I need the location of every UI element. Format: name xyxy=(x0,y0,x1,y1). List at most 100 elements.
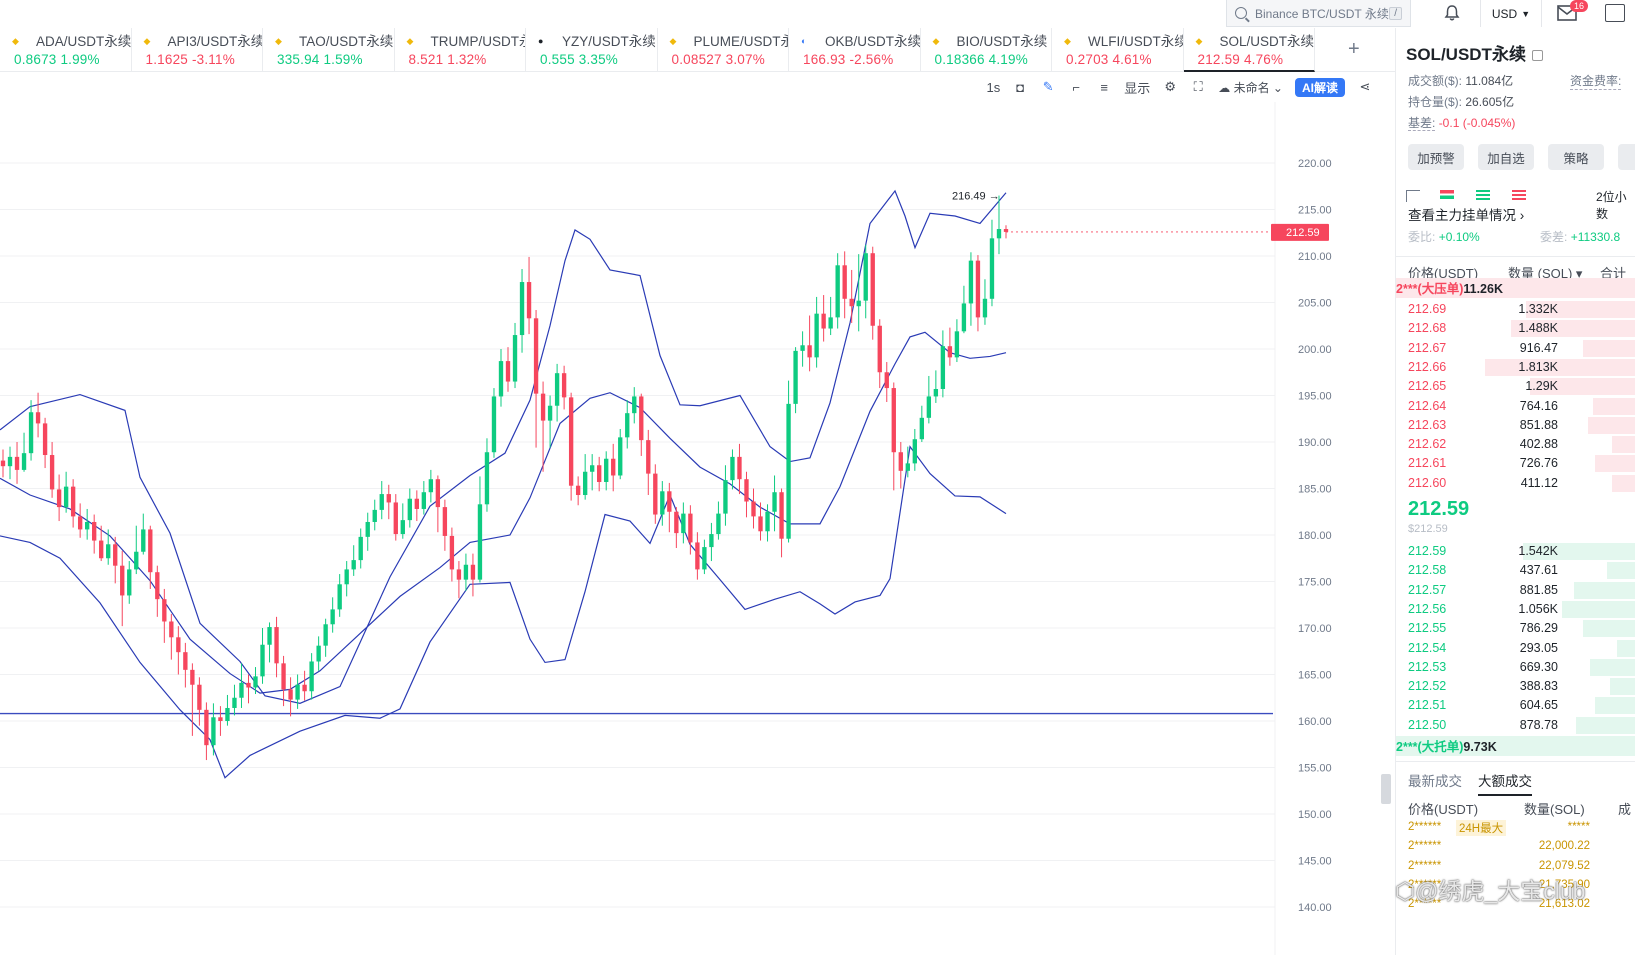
depth-bar xyxy=(1595,455,1635,473)
tab-plume[interactable]: ◆ PLUME/USDT永续 0.08527 3.07% xyxy=(658,28,789,72)
last-price: 212.59 xyxy=(1408,498,1470,520)
col-qty[interactable]: 数量 (SOL) ▾ xyxy=(1508,266,1583,281)
open-interest-stat: 持仓量($): 26.605亿 xyxy=(1408,93,1514,110)
ai-interpret-button[interactable]: AI解读 xyxy=(1294,77,1345,97)
plume-icon: ◆ xyxy=(669,36,677,46)
candle-body xyxy=(183,652,188,670)
candle-body xyxy=(688,513,693,543)
fullscreen-icon[interactable]: ⛶ xyxy=(1193,79,1203,94)
tab-symbol: TRUMP/USDT永续 xyxy=(430,34,526,49)
bid-row: 212.55 786.29 xyxy=(1396,619,1635,638)
layout-selector[interactable]: ☁ 未命名 ⌄ xyxy=(1218,80,1283,95)
currency-selector[interactable]: USD ▼ xyxy=(1480,0,1542,27)
depth-view-icon[interactable] xyxy=(1406,190,1420,202)
candle-body xyxy=(828,317,833,329)
tab-wlfi[interactable]: ◆ WLFI/USDT永续 0.2703 4.61% xyxy=(1052,28,1184,72)
tab-bio[interactable]: ◆ BIO/USDT永续 0.18366 4.19% xyxy=(921,28,1052,72)
bid-row: 212.53 669.30 xyxy=(1396,658,1635,677)
quantity: 1.332K xyxy=(1518,302,1558,316)
quantity: 786.29 xyxy=(1519,621,1558,636)
ask-row: 212.60 411.12 xyxy=(1396,474,1635,493)
panel-toggle-icon[interactable] xyxy=(1605,4,1625,22)
candle-body xyxy=(239,682,244,698)
trade-qty: 21,735.90 xyxy=(1538,878,1590,891)
currency-label: USD xyxy=(1491,6,1518,21)
tab-latest-trades[interactable]: 最新成交 xyxy=(1408,774,1462,789)
price: 212.50 xyxy=(1408,717,1447,732)
settings-icon[interactable]: ⚙ xyxy=(1164,79,1177,94)
quantity: 293.05 xyxy=(1519,640,1558,655)
more-button[interactable] xyxy=(1618,144,1635,170)
tab-api3[interactable]: ◆ API3/USDT永续 1.1625 -3.11% xyxy=(132,28,263,72)
bell-icon[interactable] xyxy=(1443,4,1461,22)
candle-body xyxy=(246,682,251,688)
candle-body xyxy=(365,521,370,537)
tab-ada[interactable]: ◆ ADA/USDT永续 0.8673 1.99% xyxy=(0,28,132,72)
display-menu[interactable]: 显示 xyxy=(1124,80,1151,96)
tab-symbol: OKB/USDT永续 xyxy=(825,34,921,49)
quantity: 9.73K xyxy=(1463,740,1497,754)
share-icon[interactable]: ⋖ xyxy=(1359,79,1371,94)
candle-body xyxy=(316,645,321,662)
list-icon[interactable]: ≡ xyxy=(1100,79,1109,95)
candle-body xyxy=(498,361,504,397)
candle-body xyxy=(463,564,469,580)
tab-price-change: 335.94 1.59% xyxy=(277,52,363,67)
price: 212.62 xyxy=(1408,437,1447,452)
price-chart[interactable]: 220.00 215.00 210.00 205.00 200.00 195.00 190.… xyxy=(0,102,1393,955)
bids-only-icon[interactable] xyxy=(1476,190,1490,202)
y-tick-label: 200.00 xyxy=(1298,344,1332,356)
tab-symbol: PLUME/USDT永续 xyxy=(693,34,789,49)
tab-trump[interactable]: ◆ TRUMP/USDT永续 8.521 1.32% xyxy=(395,28,526,72)
last-price-usd: $212.59 xyxy=(1408,523,1448,535)
tab-yzy[interactable]: ● YZY/USDT永续 0.555 3.35% xyxy=(526,28,658,72)
price: 212.60 xyxy=(1408,475,1447,490)
add-alert-button[interactable]: 加预警 xyxy=(1408,144,1464,170)
candle-body xyxy=(842,265,847,299)
candle-body xyxy=(912,439,917,464)
depth-bar xyxy=(1595,697,1635,715)
tab-symbol: TAO/USDT永续 xyxy=(299,34,394,49)
chart-toolbar: 1s ◘ ✎ ⌐ ≡ 显示 ⚙ ⛶ ☁ 未命名 ⌄ AI解读 ⋖ xyxy=(0,72,1393,102)
tab-price-change: 166.93 -2.56% xyxy=(803,52,894,67)
tab-large-trades[interactable]: 大额成交 xyxy=(1478,770,1532,796)
interval-selector[interactable]: 1s xyxy=(986,79,1001,95)
candle-body xyxy=(814,313,819,358)
add-favorite-button[interactable]: 加自选 xyxy=(1478,144,1534,170)
tab-price-change: 1.1625 -3.11% xyxy=(145,52,235,67)
col-qty-label: 数量 (SOL) xyxy=(1508,266,1573,281)
candle-body xyxy=(989,238,995,299)
candle-body xyxy=(141,529,146,552)
candle-body xyxy=(106,544,111,559)
tab-tao[interactable]: ◆ TAO/USDT永续 335.94 1.59% xyxy=(263,28,395,72)
add-tab-icon[interactable]: + xyxy=(1348,38,1360,60)
precision-selector[interactable]: 2位小数 xyxy=(1596,190,1627,221)
candle-body xyxy=(344,569,349,585)
asks-only-icon[interactable] xyxy=(1512,190,1526,202)
tab-okb[interactable]: ◐ OKB/USDT永续 166.93 -2.56% xyxy=(789,28,921,72)
both-sides-icon[interactable] xyxy=(1440,190,1454,202)
copy-icon[interactable] xyxy=(1531,50,1543,62)
candle-body xyxy=(393,502,398,535)
orderbook-header: 价格(USDT) 数量 (SOL) ▾ 合计 xyxy=(1396,256,1635,281)
candle-body xyxy=(954,331,960,358)
candle-body xyxy=(0,460,6,467)
candle-body xyxy=(582,471,588,496)
bid-row: 212.50 878.78 xyxy=(1396,716,1635,735)
tab-sol[interactable]: ◆ SOL/USDT永续 212.59 4.76% xyxy=(1183,28,1315,72)
candlestick-chart[interactable]: 220.00 215.00 210.00 205.00 200.00 195.00 190.… xyxy=(0,102,1393,955)
col-total: 合计 xyxy=(1600,266,1627,281)
tab-price-change: 0.2703 4.61% xyxy=(1066,52,1152,67)
symbol-search-input[interactable]: Binance BTC/USDT 永续 / xyxy=(1226,0,1411,27)
trade-row: 2****** 21,613.02 xyxy=(1396,896,1635,915)
big-orders-link[interactable]: 查看主力挂单情况 › xyxy=(1408,204,1524,224)
candle-body xyxy=(779,492,784,539)
pencil-icon[interactable]: ✎ xyxy=(1042,79,1054,94)
panel-collapse-handle[interactable] xyxy=(1381,774,1391,804)
quantity: 878.78 xyxy=(1519,717,1558,732)
strategy-button[interactable]: 策略 xyxy=(1548,144,1604,170)
candle-body xyxy=(751,501,756,517)
camera-icon[interactable]: ◘ xyxy=(1016,79,1025,95)
candle-body xyxy=(947,346,953,358)
crop-icon[interactable]: ⌐ xyxy=(1072,79,1081,95)
